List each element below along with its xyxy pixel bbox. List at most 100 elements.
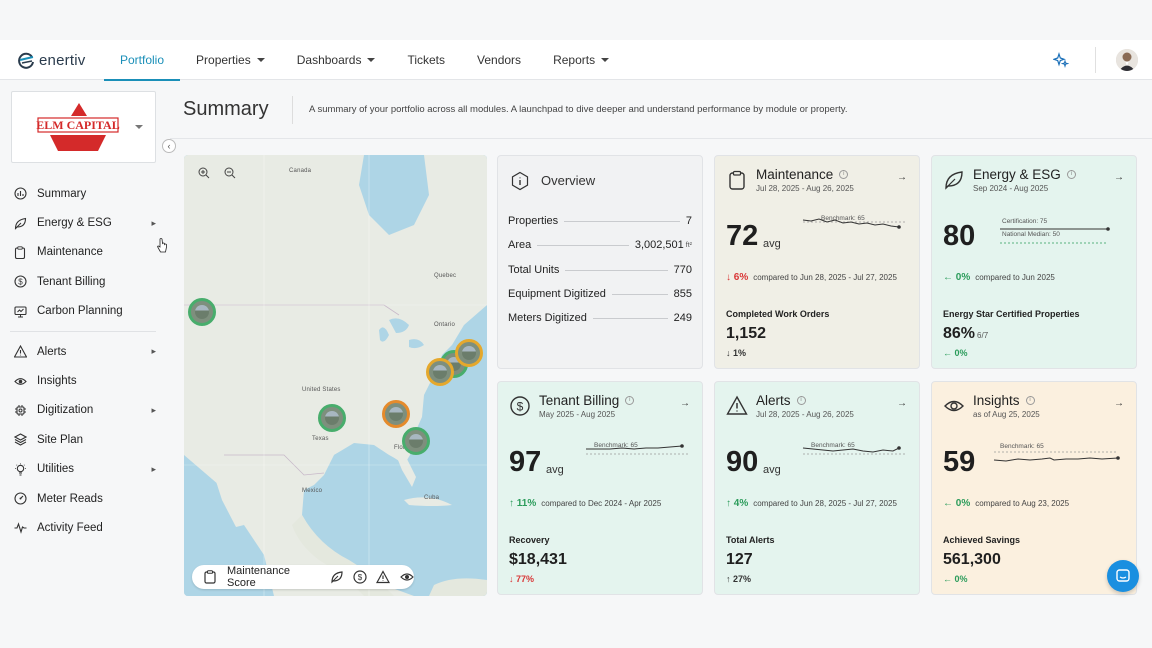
sidebar-item-label: Utilities (37, 463, 75, 476)
pulse-icon (13, 521, 27, 535)
monitor-icon (13, 304, 27, 318)
nav-tickets[interactable]: Tickets (391, 40, 461, 80)
dollar-icon: $ (353, 570, 368, 584)
sidebar-item-activity-feed[interactable]: Activity Feed (0, 513, 170, 542)
tenant-billing-card[interactable]: $ Tenant Billing i May 2025 - Aug 2025 → … (497, 381, 703, 595)
arrow-right-icon[interactable]: → (1114, 172, 1124, 183)
maintenance-card[interactable]: Maintenance i Jul 28, 2025 - Aug 26, 2025… (714, 155, 920, 369)
nav-divider (1095, 47, 1096, 73)
property-marker[interactable] (318, 404, 346, 432)
energy-esg-card[interactable]: Energy & ESG i Sep 2024 - Aug 2025 → 80 C… (931, 155, 1137, 369)
hand-cursor-icon (157, 238, 167, 253)
leaf-icon (331, 571, 344, 584)
sidebar-item-label: Maintenance (37, 246, 103, 259)
card-dates: Jul 28, 2025 - Aug 26, 2025 (756, 184, 854, 193)
property-marker[interactable] (402, 427, 430, 455)
sidebar-item-energy-esg[interactable]: Energy & ESG ▸ (0, 208, 170, 237)
zoom-out-button[interactable] (222, 165, 238, 181)
info-icon[interactable]: i (796, 396, 806, 405)
nav-dashboards[interactable]: Dashboards (281, 40, 392, 80)
building-photo (462, 346, 476, 360)
info-icon[interactable]: i (1025, 396, 1035, 405)
zoom-in-button[interactable] (196, 165, 212, 181)
change-pct: ↑ 4% (726, 498, 749, 509)
insights-card[interactable]: Insights i as of Aug 25, 2025 → 59 Benchm… (931, 381, 1137, 595)
page-title: Summary (183, 98, 269, 120)
sidebar-item-meter-reads[interactable]: Meter Reads (0, 484, 170, 513)
arrow-right-icon[interactable]: → (897, 398, 907, 409)
certification-label: Certification: 75 (1002, 218, 1048, 225)
property-marker[interactable] (382, 400, 410, 428)
sidebar-item-tenant-billing[interactable]: $ Tenant Billing (0, 267, 170, 296)
sub-metric-value: 561,300 (943, 551, 1001, 568)
enertiv-logo[interactable]: enertiv (16, 50, 85, 70)
arrow-right-icon[interactable]: → (1114, 398, 1124, 409)
sub-metric-change: ↓ 77% (509, 574, 535, 584)
tenant-billing-sparkline: Benchmark: 65 (586, 442, 688, 455)
leaf-icon (945, 171, 963, 190)
arrow-right-icon[interactable]: → (897, 172, 907, 183)
chip-icon (13, 403, 27, 417)
portfolio-selector[interactable]: ELM CAPITAL (11, 91, 156, 163)
sub-metric-label: Energy Star Certified Properties (943, 309, 1080, 319)
sub-metric-change: ← 0% (943, 574, 968, 584)
property-marker[interactable] (455, 339, 483, 367)
ai-sparkle-button[interactable] (1047, 46, 1075, 74)
sidebar-item-digitization[interactable]: Digitization ▸ (0, 396, 170, 425)
sub-metric-label: Total Alerts (726, 535, 775, 545)
insights-score: 59 (943, 446, 976, 478)
card-title: Energy & ESG i (973, 167, 1076, 182)
sidebar-item-alerts[interactable]: Alerts ▸ (0, 337, 170, 366)
nav-reports[interactable]: Reports (537, 40, 625, 80)
sub-metric-change: ↑ 27% (726, 574, 752, 584)
sidebar-item-summary[interactable]: Summary (0, 179, 170, 208)
chevron-right-icon: ▸ (151, 217, 156, 228)
alerts-layer-button[interactable] (376, 569, 391, 585)
info-icon[interactable]: i (625, 396, 635, 405)
sub-metric-label: Recovery (509, 535, 550, 545)
card-title: Tenant Billing i (539, 393, 635, 408)
change-pct: ↓ 6% (726, 272, 749, 283)
eye-icon (13, 374, 27, 388)
nav-label: Dashboards (296, 53, 362, 67)
alert-icon (726, 395, 748, 415)
maintenance-layer-button[interactable] (202, 569, 217, 585)
sidebar-item-label: Digitization (37, 404, 94, 417)
sidebar-item-carbon-planning[interactable]: Carbon Planning (0, 297, 170, 326)
sidebar-item-maintenance[interactable]: Maintenance (0, 238, 170, 267)
benchmark-label: Benchmark: 65 (811, 442, 855, 449)
nav-vendors[interactable]: Vendors (461, 40, 537, 80)
sidebar-item-utilities[interactable]: Utilities ▸ (0, 455, 170, 484)
arrow-right-icon[interactable]: → (680, 398, 690, 409)
svg-text:$: $ (358, 573, 363, 582)
energy-layer-button[interactable] (330, 569, 345, 585)
info-icon[interactable]: i (839, 170, 849, 179)
nav-portfolio[interactable]: Portfolio (104, 40, 181, 81)
property-marker[interactable] (188, 298, 216, 326)
chevron-left-icon: ‹ (167, 141, 171, 151)
national-median-label: National Median: 50 (1002, 231, 1060, 238)
nav-properties[interactable]: Properties (180, 40, 281, 80)
portfolio-map[interactable]: Canada Ontario Quebec United States Texa… (184, 155, 487, 596)
score-avg-label: avg (546, 464, 564, 476)
overview-row-value: 3,002,501 (634, 239, 684, 251)
eye-icon (944, 400, 964, 412)
maintenance-sparkline: Benchmark: 65 (802, 215, 905, 229)
dollar-icon: $ (13, 275, 27, 289)
insights-layer-button[interactable] (399, 569, 414, 585)
dotted-leader (611, 293, 668, 295)
sub-metric-value: 86% 6/7 (943, 325, 989, 342)
billing-layer-button[interactable]: $ (353, 569, 368, 585)
property-marker[interactable] (426, 358, 454, 386)
header-divider (170, 138, 1152, 139)
chat-support-button[interactable] (1107, 560, 1139, 592)
user-avatar[interactable] (1116, 49, 1138, 71)
change-pct: ↑ 11% (509, 498, 537, 509)
alerts-card[interactable]: Alerts i Jul 28, 2025 - Aug 26, 2025 → 90… (714, 381, 920, 595)
overview-row-value: 855 (673, 288, 692, 300)
info-icon[interactable]: i (1066, 170, 1076, 179)
sidebar-item-insights[interactable]: Insights (0, 366, 170, 395)
sidebar: ELM CAPITAL ‹ Summary Energy & ESG ▸ Mainte… (0, 81, 176, 601)
collapse-sidebar-button[interactable]: ‹ (162, 139, 176, 153)
sidebar-item-site-plan[interactable]: Site Plan (0, 425, 170, 454)
